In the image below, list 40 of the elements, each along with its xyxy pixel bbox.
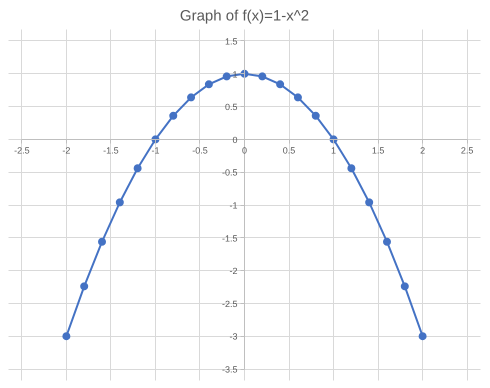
point <box>116 198 124 206</box>
chart-title: Graph of f(x)=1-x^2 <box>180 8 310 24</box>
x-tick-label: -2 <box>62 145 70 156</box>
y-tick-label: -2.5 <box>222 298 238 309</box>
point <box>418 332 427 340</box>
point <box>400 282 409 290</box>
x-tick-label: 0.5 <box>282 145 296 156</box>
x-tick-label: -0.5 <box>192 145 208 156</box>
y-tick-label: 0 <box>232 134 238 145</box>
point <box>276 80 284 88</box>
y-tick-label: -2 <box>230 266 238 276</box>
point <box>382 238 391 246</box>
point <box>98 238 106 246</box>
point <box>347 164 356 172</box>
x-tick-label: 1.5 <box>372 145 384 156</box>
point <box>365 198 374 206</box>
x-tick-label: 2 <box>420 145 426 156</box>
point <box>134 164 142 172</box>
y-tick-label: -1.5 <box>222 233 238 244</box>
x-tick-label: 0 <box>242 145 248 156</box>
y-tick-label: -3 <box>230 332 238 342</box>
x-tick-label: 1 <box>331 145 336 156</box>
y-tick-label: -3.5 <box>222 364 238 375</box>
point <box>312 112 320 120</box>
point <box>222 72 231 80</box>
point <box>204 80 213 88</box>
x-tick-label: 2.5 <box>460 145 474 156</box>
point <box>80 282 88 290</box>
y-tick-label: 0.5 <box>224 102 238 112</box>
x-tick-label: -2.5 <box>14 145 30 156</box>
point <box>169 112 178 120</box>
y-tick-label: -0.5 <box>222 168 238 178</box>
y-tick-label: -1 <box>230 200 238 210</box>
point <box>258 72 266 80</box>
point <box>62 332 70 340</box>
x-tick-label: -1.5 <box>103 145 119 156</box>
x-tick-label: -1 <box>151 145 160 156</box>
point <box>294 93 302 102</box>
point <box>187 93 196 102</box>
y-tick-label: 1.5 <box>224 36 238 46</box>
